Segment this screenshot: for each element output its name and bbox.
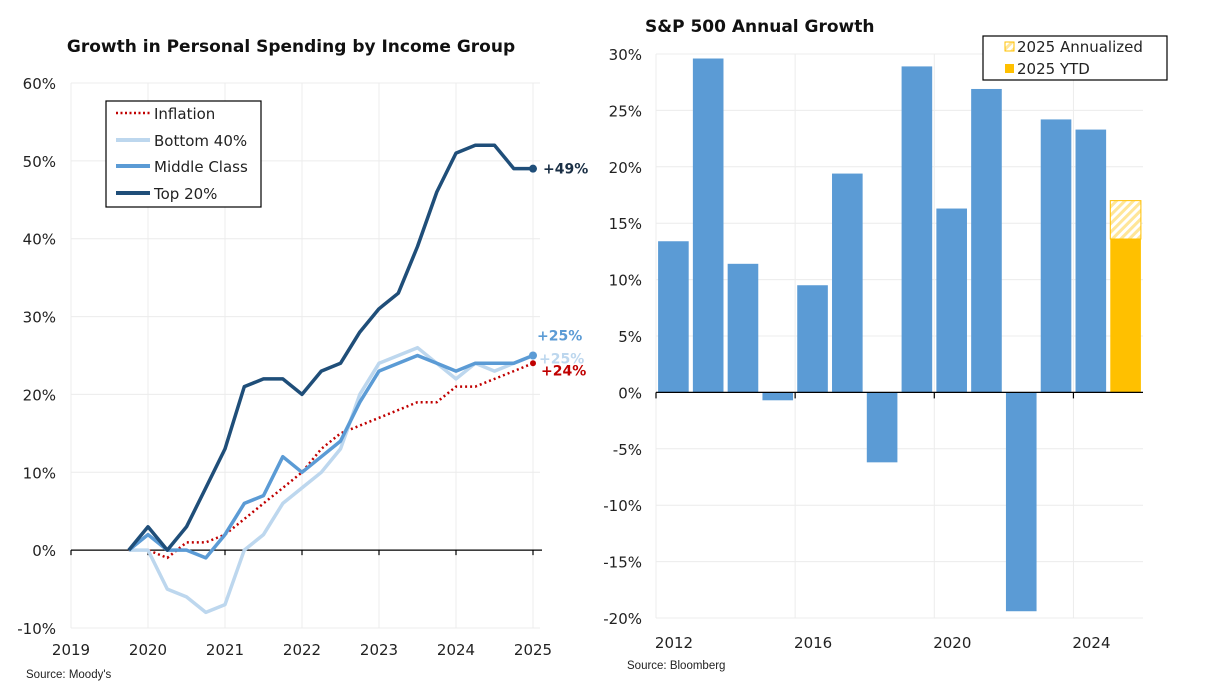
right-y-tick-label: 5% [618, 328, 642, 346]
series-end-label-inflation: +24% [541, 363, 586, 379]
right-y-tick-label: -15% [603, 554, 642, 572]
legend-swatch-2025-annualized [1004, 41, 1015, 52]
bar-2021 [971, 88, 1002, 393]
legend-label-bottom-40: Bottom 40% [154, 132, 247, 150]
left-x-tick-label: 2022 [283, 641, 321, 659]
legend-label-middle-class: Middle Class [154, 158, 248, 176]
left-source-note: Source: Moody's [26, 669, 112, 681]
series-line-inflation [128, 362, 534, 560]
right-y-tick-label: 25% [609, 102, 642, 120]
bar-2025-ytd [1110, 238, 1141, 393]
left-x-tick-label: 2021 [206, 641, 244, 659]
series-line-bottom-40 [128, 345, 534, 615]
bar-2019 [901, 66, 933, 393]
right-y-tick-label: 0% [618, 384, 642, 402]
left-y-tick-label: 50% [23, 153, 56, 171]
left-x-tick-label: 2025 [514, 641, 552, 659]
spending-line-chart: Growth in Personal Spending by Income Gr… [17, 37, 588, 681]
series-end-label-middle-class: +25% [537, 329, 582, 345]
right-x-tick-label: 2020 [933, 634, 971, 652]
right-y-tick-label: 20% [609, 159, 642, 177]
left-legend: Inflation Bottom 40% Middle Class Top 20… [105, 100, 262, 208]
bar-2022 [1005, 392, 1037, 612]
sp500-bar-chart: S&P 500 Annual Growth 30% 25% 20% 15% 10% 5% 0… [603, 17, 1168, 672]
legend-label-2025-annualized: 2025 Annualized [1017, 38, 1143, 56]
bar-2017 [832, 173, 863, 393]
left-y-tick-label: 40% [23, 231, 56, 249]
bar-2013 [692, 58, 724, 393]
left-y-tick-label: 20% [23, 386, 56, 404]
left-y-tick-label: 60% [23, 75, 56, 93]
left-x-tick-label: 2020 [129, 641, 167, 659]
bar-2015 [762, 392, 794, 401]
bar-2016 [797, 285, 828, 393]
left-x-tick-label: 2024 [437, 641, 475, 659]
right-y-tick-label: -20% [603, 610, 642, 628]
bar-2014 [727, 263, 759, 393]
legend-label-inflation: Inflation [154, 105, 215, 123]
series-end-marker-top-20 [529, 164, 537, 173]
left-y-tick-label: 10% [23, 464, 56, 482]
legend-swatch-2025-ytd [1005, 64, 1014, 73]
right-y-tick-label: 15% [609, 215, 642, 233]
left-y-tick-label: 0% [32, 542, 56, 560]
left-chart-title: Growth in Personal Spending by Income Gr… [67, 37, 515, 57]
series-line-middle-class [127, 353, 534, 560]
bar-2023 [1040, 119, 1072, 393]
legend-label-2025-ytd: 2025 YTD [1017, 60, 1090, 78]
bar-2012 [658, 241, 689, 393]
series-end-marker-inflation [530, 360, 536, 367]
right-source-note: Source: Bloomberg [627, 660, 725, 672]
right-y-tick-label: -5% [613, 441, 642, 459]
left-y-tick-label: -10% [17, 620, 56, 638]
right-y-tick-label: 10% [609, 272, 642, 290]
legend-box [105, 100, 262, 208]
bar-2018 [866, 392, 898, 463]
right-x-tick-label: 2024 [1072, 634, 1110, 652]
series-line-top-20 [127, 143, 533, 552]
right-chart-title: S&P 500 Annual Growth [645, 17, 874, 37]
series-end-marker-middle-class [529, 351, 537, 360]
right-legend: 2025 Annualized 2025 YTD [982, 35, 1168, 81]
right-y-tick-label: -10% [603, 497, 642, 515]
right-x-tick-label: 2016 [794, 634, 832, 652]
bar-2025-annualized [1109, 200, 1142, 240]
left-y-tick-label: 30% [23, 309, 56, 327]
bar-2024 [1075, 129, 1107, 393]
legend-label-top-20: Top 20% [153, 185, 217, 203]
left-x-tick-label: 2019 [52, 641, 90, 659]
series-end-label-bottom-40: +25% [539, 352, 584, 368]
series-end-label-top-20: +49% [543, 162, 588, 178]
right-y-tick-label: 30% [609, 46, 642, 64]
bar-2020 [936, 208, 967, 393]
right-x-tick-label: 2012 [655, 634, 693, 652]
left-x-tick-label: 2023 [360, 641, 398, 659]
